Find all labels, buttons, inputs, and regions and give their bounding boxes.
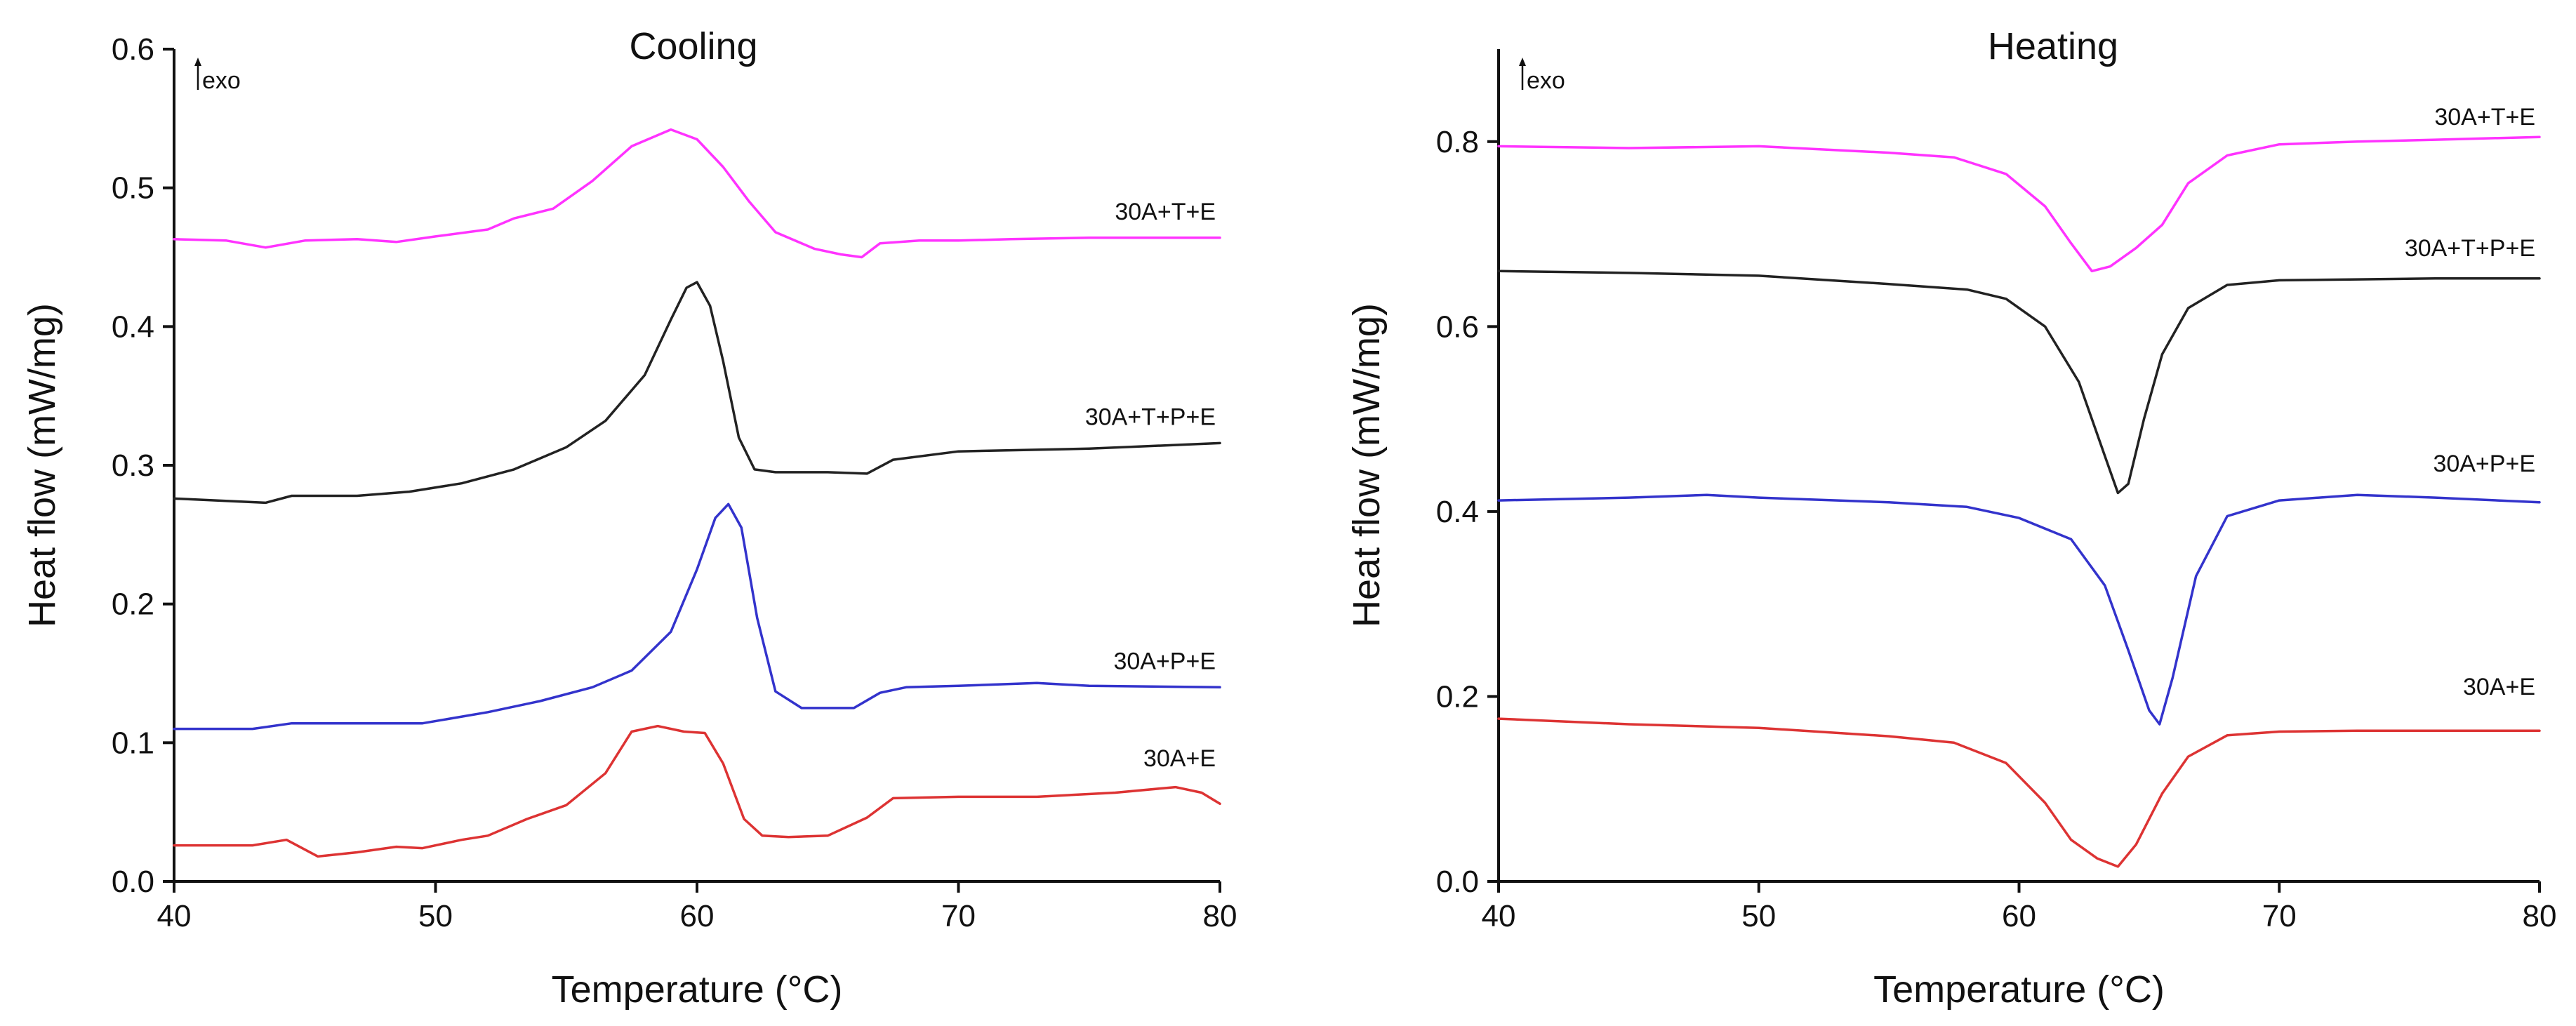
series-line-30a-p-e	[1497, 493, 2541, 726]
series-line-30a-t-e	[173, 128, 1221, 259]
x-tick-label: 60	[2002, 899, 2036, 933]
exo-arrowhead-icon	[1519, 58, 1526, 66]
series-line-30a-e	[1497, 717, 2541, 868]
exo-label: exo	[202, 67, 241, 94]
x-tick-label: 80	[1203, 899, 1237, 933]
y-tick-label: 0.5	[112, 171, 154, 206]
y-axis-title: Heat flow (mW/mg)	[1346, 303, 1388, 627]
y-tick-label: 0.0	[1436, 865, 1479, 899]
y-tick-label: 0.0	[112, 865, 154, 899]
x-tick-label: 80	[2523, 899, 2557, 933]
y-tick-label: 0.4	[112, 309, 154, 344]
y-axis-title: Heat flow (mW/mg)	[21, 303, 63, 627]
x-tick-label: 40	[157, 899, 192, 933]
series-label-30a-e: 30A+E	[1143, 745, 1216, 772]
chart-title: Heating	[1988, 25, 2118, 67]
series-label-30a-e: 30A+E	[2463, 674, 2535, 700]
series-label-30a-p-e: 30A+P+E	[1113, 648, 1216, 675]
cooling-chart: 40 50 60 70 80 0.0 0.1 0.2 0.3 0.4 0.5 0.6 Temperatu…	[21, 25, 1237, 1011]
series-line-30a-e	[173, 724, 1221, 858]
exo-arrowhead-icon	[194, 58, 201, 66]
series-label-30a-t-e: 30A+T+E	[2434, 104, 2535, 131]
series-line-30a-t-p-e	[173, 281, 1221, 505]
series-label-30a-t-p-e: 30A+T+P+E	[2405, 235, 2535, 262]
chart-title: Cooling	[629, 25, 757, 67]
y-tick-label: 0.4	[1436, 495, 1479, 529]
y-tick-label: 0.6	[112, 32, 154, 67]
exo-label: exo	[1527, 67, 1565, 94]
y-tick-label: 0.3	[112, 448, 154, 483]
y-tick-label: 0.6	[1436, 309, 1479, 344]
y-tick-label: 0.1	[112, 726, 154, 760]
y-tick-label: 0.2	[112, 587, 154, 622]
series-label-30a-p-e: 30A+P+E	[2433, 451, 2535, 477]
x-tick-label: 40	[1482, 899, 1516, 933]
y-tick-label: 0.8	[1436, 125, 1479, 159]
x-tick-label: 50	[1741, 899, 1776, 933]
series-line-30a-t-p-e	[1497, 269, 2541, 495]
y-tick-label: 0.2	[1436, 679, 1479, 714]
series-line-30a-p-e	[173, 502, 1221, 731]
x-tick-label: 70	[941, 899, 976, 933]
x-tick-label: 70	[2262, 899, 2297, 933]
series-label-30a-t-e: 30A+T+E	[1115, 199, 1216, 225]
x-tick-label: 60	[680, 899, 715, 933]
series-line-30a-t-e	[1497, 135, 2541, 273]
heating-chart: 40 50 60 70 80 0.0 0.2 0.4 0.6 0.8 Temperature (°C…	[1346, 25, 2556, 1011]
series-label-30a-t-p-e: 30A+T+P+E	[1085, 404, 1216, 431]
x-axis-title: Temperature (°C)	[552, 968, 843, 1011]
x-tick-label: 50	[418, 899, 453, 933]
x-axis-title: Temperature (°C)	[1873, 968, 2165, 1011]
